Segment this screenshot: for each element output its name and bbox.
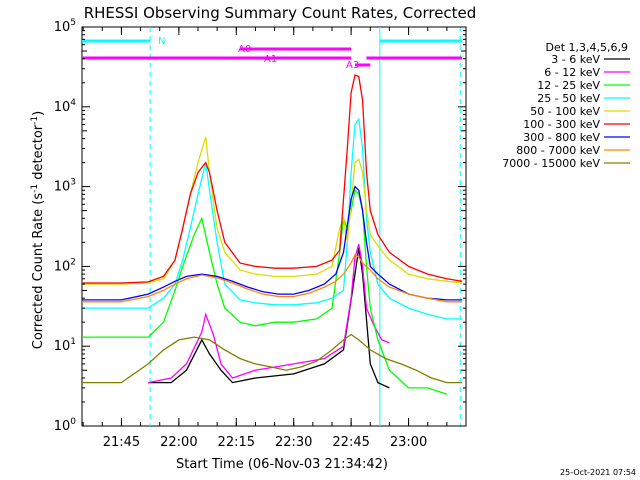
legend-label-3: 25 - 50 keV bbox=[537, 92, 600, 105]
legend-label-4: 50 - 100 keV bbox=[530, 105, 600, 118]
y-axis-label-end: ) bbox=[31, 111, 46, 116]
legend-label-8: 7000 - 15000 keV bbox=[502, 157, 600, 170]
y-tick-label: 104 bbox=[54, 98, 77, 115]
chart-title: RHESSI Observing Summary Count Rates, Co… bbox=[84, 4, 477, 22]
legend-label-2: 12 - 25 keV bbox=[537, 79, 600, 92]
legend-label-1: 6 - 12 keV bbox=[544, 66, 600, 79]
x-tick-label: 23:00 bbox=[390, 435, 427, 450]
y-axis-label-sup1: -1 bbox=[30, 184, 40, 193]
y-axis-label: Corrected Count Rate (s-1 detector-1) bbox=[30, 111, 46, 349]
series-lines bbox=[82, 74, 463, 395]
legend-label-7: 800 - 7000 keV bbox=[516, 144, 600, 157]
y-axis-label-mid: detector bbox=[31, 124, 46, 184]
y-tick-label: 103 bbox=[54, 178, 76, 195]
state-bar-label: A0 bbox=[238, 44, 251, 55]
y-axis-label-main: Corrected Count Rate (s bbox=[31, 193, 46, 350]
series-line-0 bbox=[148, 247, 390, 389]
y-tick-label: 101 bbox=[54, 337, 76, 354]
series-line-8 bbox=[82, 333, 463, 384]
plot-frame bbox=[81, 26, 467, 427]
series-line-1 bbox=[148, 244, 390, 384]
state-bars: N A0 A1 A3 bbox=[82, 36, 463, 71]
legend-label-5: 100 - 300 keV bbox=[523, 118, 600, 131]
timestamp: 25-Oct-2021 07:54 bbox=[560, 468, 636, 477]
y-axis-label-group: Corrected Count Rate (s-1 detector-1) bbox=[30, 111, 46, 349]
y-tick-label: 105 bbox=[54, 18, 76, 35]
series-line-3 bbox=[82, 117, 463, 320]
axis-ticks: 21:45 22:00 22:15 22:30 22:45 23:00 100 101 102 1… bbox=[54, 18, 467, 450]
plot-area: N A0 A1 A3 21:45 22:00 22:15 22:30 22:45 23:00 10… bbox=[54, 18, 467, 450]
series-line-2 bbox=[82, 188, 448, 395]
legend-label-6: 300 - 800 keV bbox=[523, 131, 600, 144]
legend-label-0: 3 - 6 keV bbox=[551, 53, 600, 66]
state-bar-label: A3 bbox=[346, 60, 359, 71]
x-tick-label: 22:45 bbox=[332, 435, 369, 450]
y-tick-label: 102 bbox=[54, 257, 76, 274]
x-tick-label: 22:30 bbox=[275, 435, 312, 450]
x-axis-label: Start Time (06-Nov-03 21:34:42) bbox=[176, 457, 388, 472]
series-line-7 bbox=[82, 253, 463, 303]
legend-title: Det 1,3,4,5,6,9 bbox=[545, 41, 628, 54]
x-tick-label: 21:45 bbox=[103, 435, 140, 450]
state-bar-label: A1 bbox=[264, 54, 277, 65]
series-line-4 bbox=[82, 136, 463, 285]
vertical-markers bbox=[149, 27, 461, 426]
series-line-5 bbox=[82, 74, 463, 284]
x-tick-label: 22:00 bbox=[160, 435, 197, 450]
y-axis-label-sup2: -1 bbox=[30, 116, 40, 125]
state-bar-label: N bbox=[158, 36, 165, 47]
x-tick-label: 22:15 bbox=[218, 435, 255, 450]
y-tick-label: 100 bbox=[54, 417, 77, 434]
series-line-6 bbox=[82, 185, 463, 301]
